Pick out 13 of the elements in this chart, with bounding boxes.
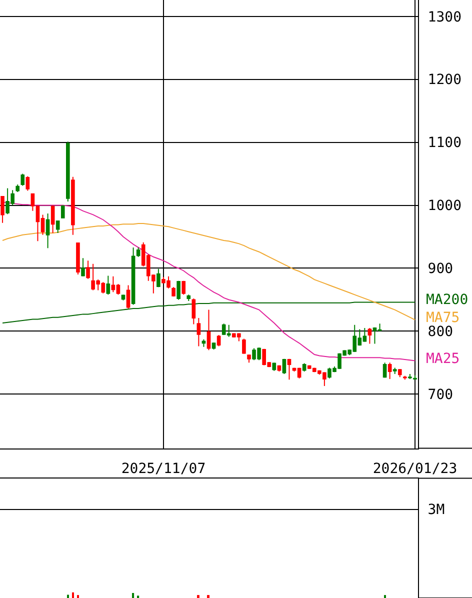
y-tick-label: 900 (428, 261, 454, 278)
y-tick-label: 1000 (428, 198, 462, 214)
series-label: MA200 (426, 292, 468, 308)
y-tick-label: 700 (428, 387, 454, 404)
series-label: MA25 (426, 351, 460, 367)
y-tick-label: 800 (428, 324, 454, 340)
y-tick-label: 3M (428, 502, 445, 518)
series-label: MA75 (426, 310, 460, 326)
y-tick-label: 1100 (428, 135, 462, 152)
y-tick-label: 1200 (428, 72, 462, 88)
x-tick-label: 2025/11/07 (121, 461, 206, 478)
y-tick-label: 1300 (428, 9, 462, 26)
x-tick-label: 2026/01/23 (372, 461, 458, 478)
